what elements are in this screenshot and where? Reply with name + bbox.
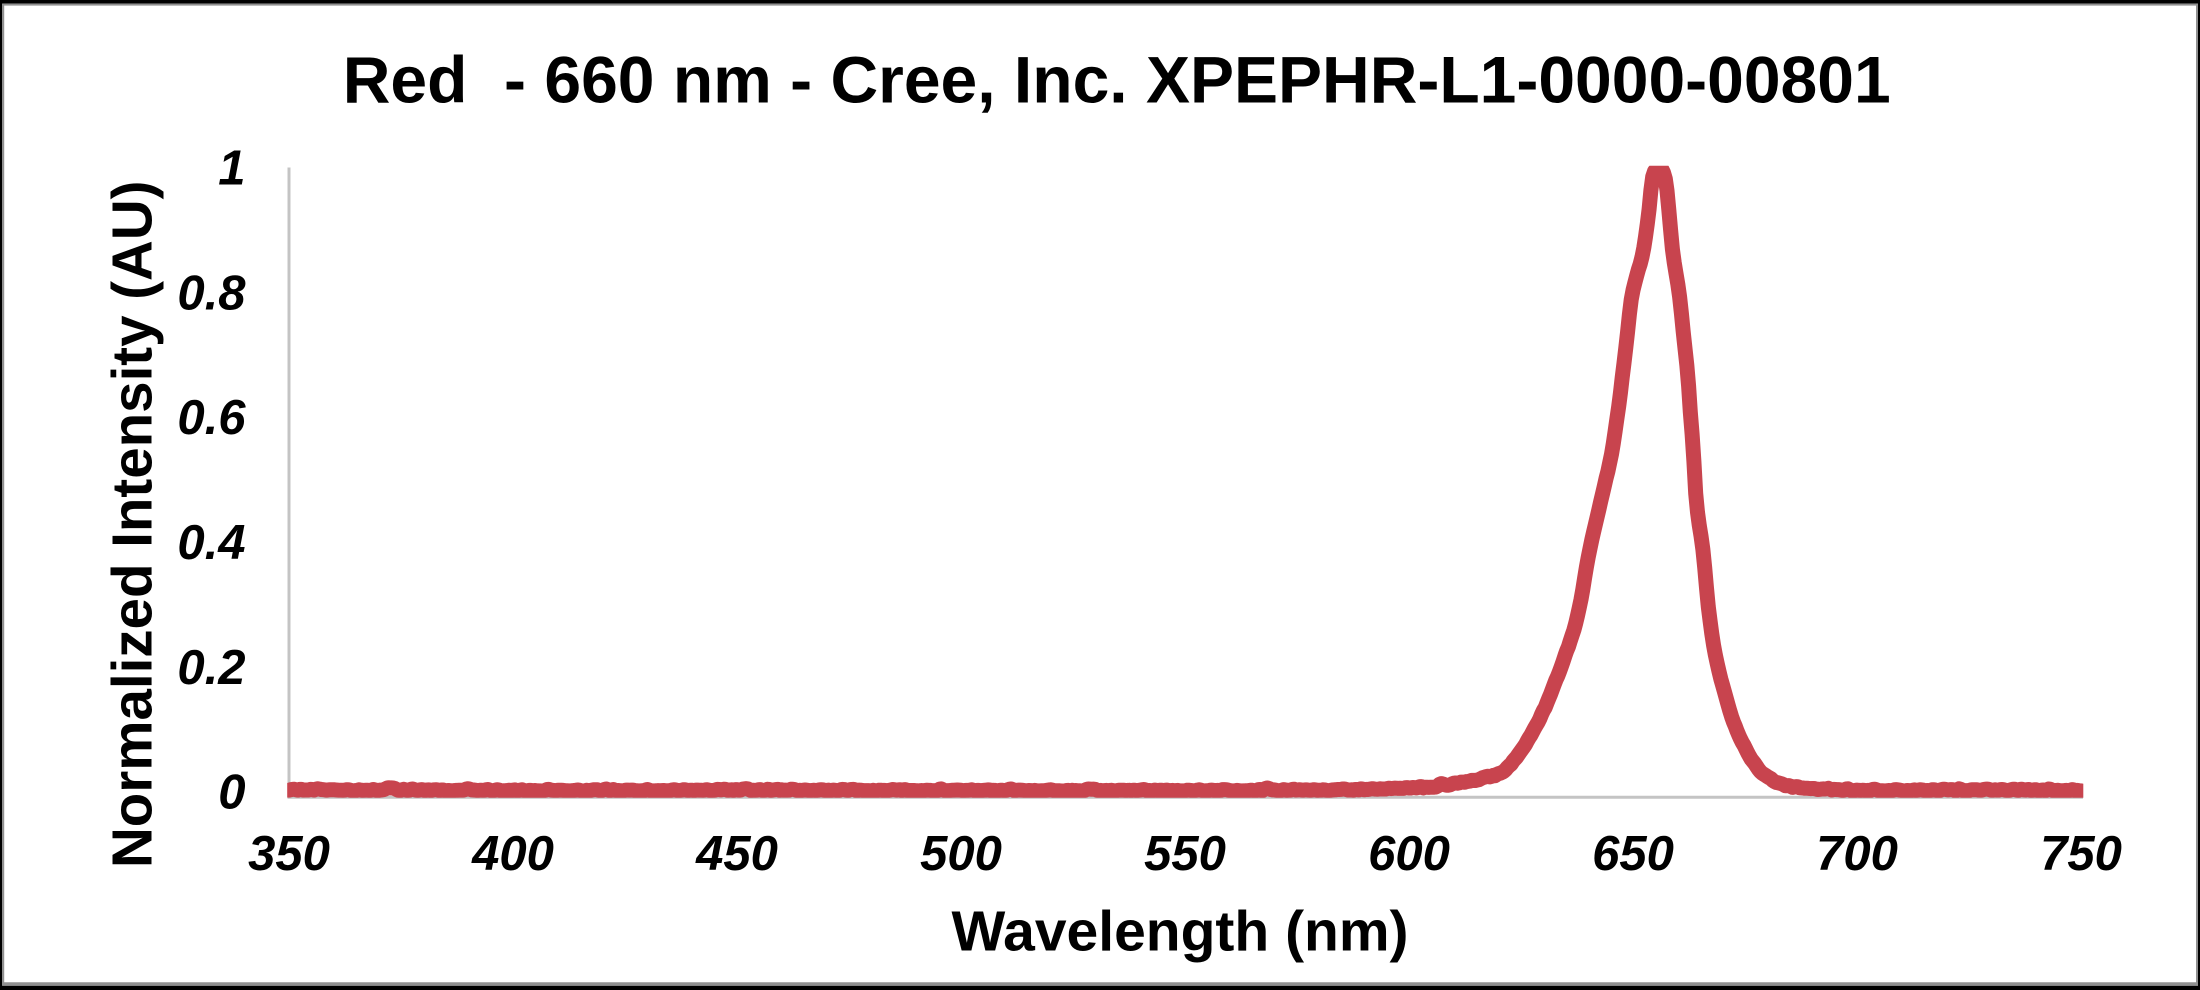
- svg-text:350: 350: [248, 827, 330, 881]
- svg-text:650: 650: [1592, 827, 1674, 881]
- svg-text:Wavelength (nm): Wavelength (nm): [951, 900, 1408, 964]
- svg-text:400: 400: [471, 827, 554, 881]
- svg-text:550: 550: [1144, 827, 1226, 881]
- svg-text:0: 0: [218, 766, 245, 820]
- svg-text:500: 500: [920, 827, 1002, 881]
- svg-text:0.4: 0.4: [177, 516, 245, 570]
- svg-text:0.6: 0.6: [177, 391, 246, 445]
- svg-text:750: 750: [2040, 827, 2122, 881]
- svg-text:0.8: 0.8: [177, 266, 246, 320]
- svg-text:600: 600: [1368, 827, 1450, 881]
- svg-text:1: 1: [218, 141, 245, 195]
- svg-text:0.2: 0.2: [177, 641, 245, 695]
- svg-text:Normalized Intensity (AU): Normalized Intensity (AU): [100, 181, 163, 869]
- svg-text:Red - 660 nm - Cree, Inc. XPE: Red - 660 nm - Cree, Inc. XPEPHR-L1-0000…: [343, 43, 1891, 117]
- svg-text:700: 700: [1816, 827, 1898, 881]
- svg-text:450: 450: [695, 827, 778, 881]
